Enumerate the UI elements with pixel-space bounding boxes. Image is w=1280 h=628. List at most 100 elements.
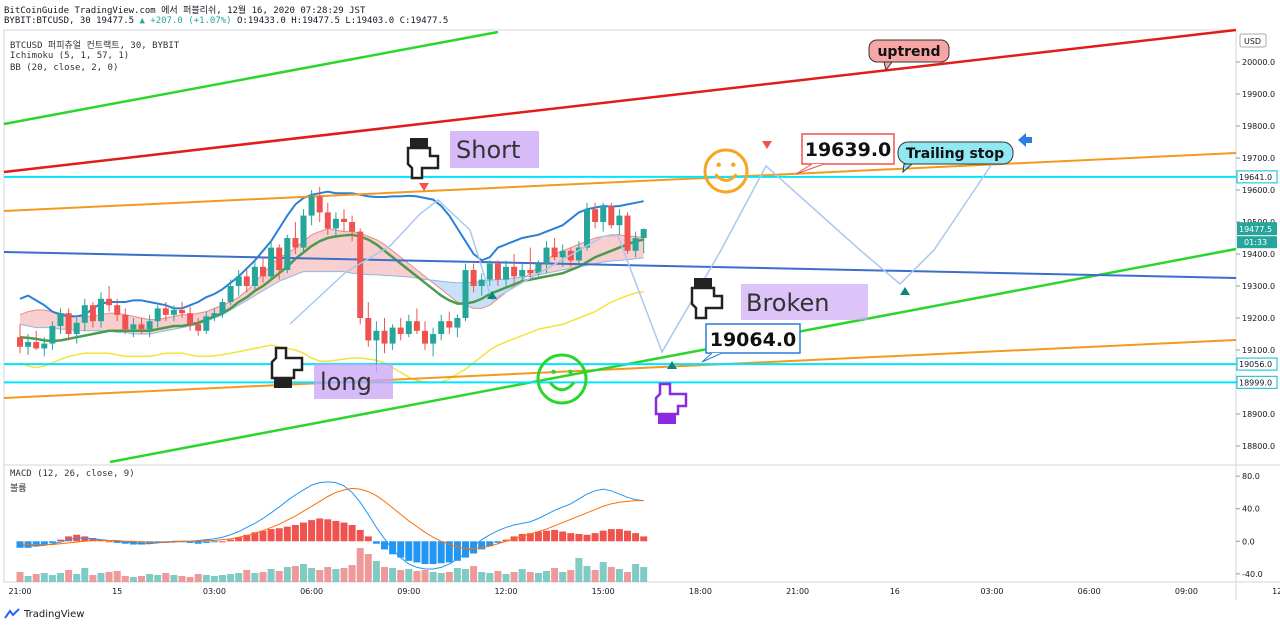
volume-bar (340, 568, 348, 582)
tradingview-footer[interactable]: TradingView (4, 608, 84, 620)
volume-bar (267, 569, 275, 582)
macd-histogram-bar (632, 533, 640, 542)
macd-histogram-bar (494, 541, 502, 543)
kumo-cloud-segment (20, 311, 29, 326)
candle-body (235, 276, 242, 286)
currency-label: USD (1244, 37, 1261, 46)
legend-symbol[interactable]: BTCUSD 퍼피츄얼 컨트랙트, 30, BYBIT (10, 41, 180, 51)
candle-body (592, 209, 599, 222)
legend-macd[interactable]: MACD (12, 26, close, 9) (10, 469, 135, 479)
hand-pointing-broken-icon-cuff (694, 278, 712, 288)
macd-histogram-bar (194, 541, 202, 544)
volume-bar (251, 573, 259, 582)
volume-bar (397, 570, 405, 582)
macd-histogram-bar (534, 531, 542, 542)
volume-bar (121, 576, 129, 582)
macd-histogram-bar (48, 541, 56, 543)
smiley-orange-icon-eye (731, 162, 736, 167)
uptrend-callout-box (868, 39, 950, 63)
macd-histogram-bar (340, 522, 348, 542)
price-tick-label: 18900.0 (1242, 410, 1275, 419)
volume-bar (194, 574, 202, 582)
support-callout-tail (701, 352, 723, 363)
kumo-cloud-segment (109, 313, 118, 333)
macd-histogram-bar (40, 541, 48, 545)
candle-body (511, 266, 518, 277)
volume-bar (105, 572, 113, 582)
orange-channel-upper (3, 152, 1237, 212)
hand-pointing-long-icon-shape (270, 346, 304, 380)
hand-pointing-down-short-icon-shape (406, 146, 440, 180)
volume-bar (445, 572, 453, 582)
macd-histogram-bar (186, 541, 194, 543)
level-price-box (1236, 170, 1278, 184)
candle-body (227, 286, 234, 302)
orange-channel-lower (3, 339, 1237, 399)
candle-body (462, 270, 469, 318)
price-tick-label: 19900.0 (1242, 90, 1275, 99)
volume-bar (129, 577, 137, 582)
macd-histogram-bar (243, 534, 251, 542)
candle-body (170, 310, 177, 315)
macd-histogram-bar (138, 541, 145, 545)
candle-body (114, 305, 121, 315)
macd-histogram-bar (478, 541, 486, 550)
candle-body (138, 324, 145, 330)
macd-signal-line (19, 487, 644, 550)
candle-body (373, 330, 380, 341)
tradingview-logo-icon (4, 608, 20, 619)
macd-histogram-bar (308, 520, 316, 542)
price-tick-label: 18800.0 (1242, 442, 1275, 451)
long-label-box (314, 364, 393, 399)
kumo-cloud-segment (36, 310, 45, 328)
volume-bar (308, 568, 316, 582)
target-price-label: 19639.0 (805, 139, 892, 161)
broken-label-box (741, 284, 868, 320)
kumo-cloud-segment (311, 231, 320, 272)
volume-bar (526, 572, 534, 582)
trailing-stop-label: Trailing stop (906, 146, 1004, 162)
macd-histogram-bar (291, 525, 299, 542)
volume-bar (227, 574, 235, 582)
price-change: ▲ +207.0 (+1.07%) (139, 16, 232, 26)
candle-body (106, 298, 113, 306)
projection-path-line (289, 151, 1001, 354)
volume-bar (462, 569, 469, 582)
macd-histogram-bar (405, 541, 413, 561)
macd-histogram-bar (202, 541, 210, 543)
time-tick-label: 12:00 (1272, 587, 1280, 596)
volume-bar (291, 566, 299, 582)
candle-body (494, 263, 501, 280)
price-tick-label: 19700.0 (1242, 154, 1275, 163)
macd-tick-label: 0.0 (1242, 537, 1255, 546)
candle-body (632, 238, 639, 251)
macd-histogram-bar (65, 536, 73, 542)
candle-body (73, 322, 80, 334)
volume-bar (405, 569, 413, 582)
legend-bb[interactable]: BB (20, close, 2, 0) (10, 63, 119, 73)
volume-bar (332, 569, 340, 582)
candle-body (584, 209, 590, 248)
time-tick-label: 15:00 (592, 587, 615, 596)
macd-histogram-bar (219, 541, 226, 543)
legend-macd-sub[interactable]: 볼륨 (10, 484, 27, 494)
bb-lower-line (19, 291, 644, 384)
volume-bar (381, 567, 388, 582)
volume-bar (186, 577, 194, 582)
volume-bar (138, 576, 145, 582)
macd-histogram-bar (615, 529, 623, 542)
macd-histogram-bar (453, 541, 461, 561)
candle-body (292, 238, 299, 248)
legend-ichimoku[interactable]: Ichimoku (5, 1, 57, 1) (10, 51, 130, 61)
chart-header-ohlc: BYBIT:BTCUSD, 30 19477.5 ▲ +207.0 (+1.07… (4, 16, 448, 26)
macd-histogram-bar (640, 536, 648, 542)
candle-body (600, 206, 607, 222)
volume-bar (210, 576, 218, 582)
price-tick-label: 19200.0 (1242, 314, 1275, 323)
time-tick-label: 15 (112, 587, 122, 596)
candle-body (195, 324, 202, 331)
volume-bar (316, 570, 324, 582)
short-label-box (450, 131, 539, 168)
smiley-orange-icon-eye (716, 162, 721, 167)
